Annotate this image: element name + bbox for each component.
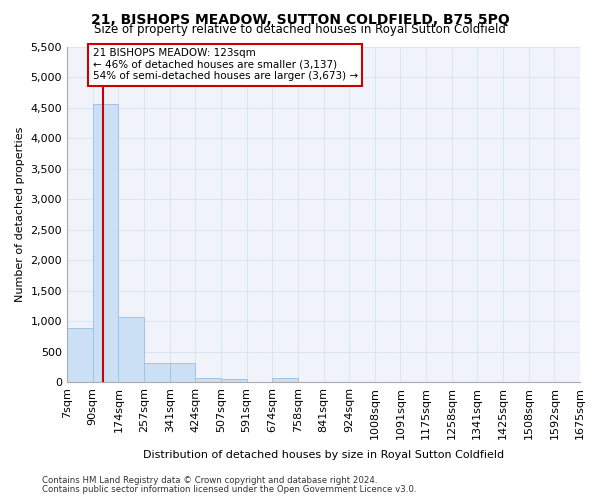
Text: Contains HM Land Registry data © Crown copyright and database right 2024.: Contains HM Land Registry data © Crown c… [42,476,377,485]
Bar [195,378,221,382]
Bar [170,363,195,382]
Bar [221,378,247,382]
Y-axis label: Number of detached properties: Number of detached properties [15,126,25,302]
Text: Contains public sector information licensed under the Open Government Licence v3: Contains public sector information licen… [42,485,416,494]
Text: Size of property relative to detached houses in Royal Sutton Coldfield: Size of property relative to detached ho… [94,22,506,36]
Text: 21, BISHOPS MEADOW, SUTTON COLDFIELD, B75 5PQ: 21, BISHOPS MEADOW, SUTTON COLDFIELD, B7… [91,12,509,26]
Bar [272,378,298,382]
Text: 21 BISHOPS MEADOW: 123sqm
← 46% of detached houses are smaller (3,137)
54% of se: 21 BISHOPS MEADOW: 123sqm ← 46% of detac… [92,48,358,82]
X-axis label: Distribution of detached houses by size in Royal Sutton Coldfield: Distribution of detached houses by size … [143,450,504,460]
Bar [92,104,118,382]
Bar [67,328,92,382]
Bar [118,318,144,382]
Bar [144,363,170,382]
